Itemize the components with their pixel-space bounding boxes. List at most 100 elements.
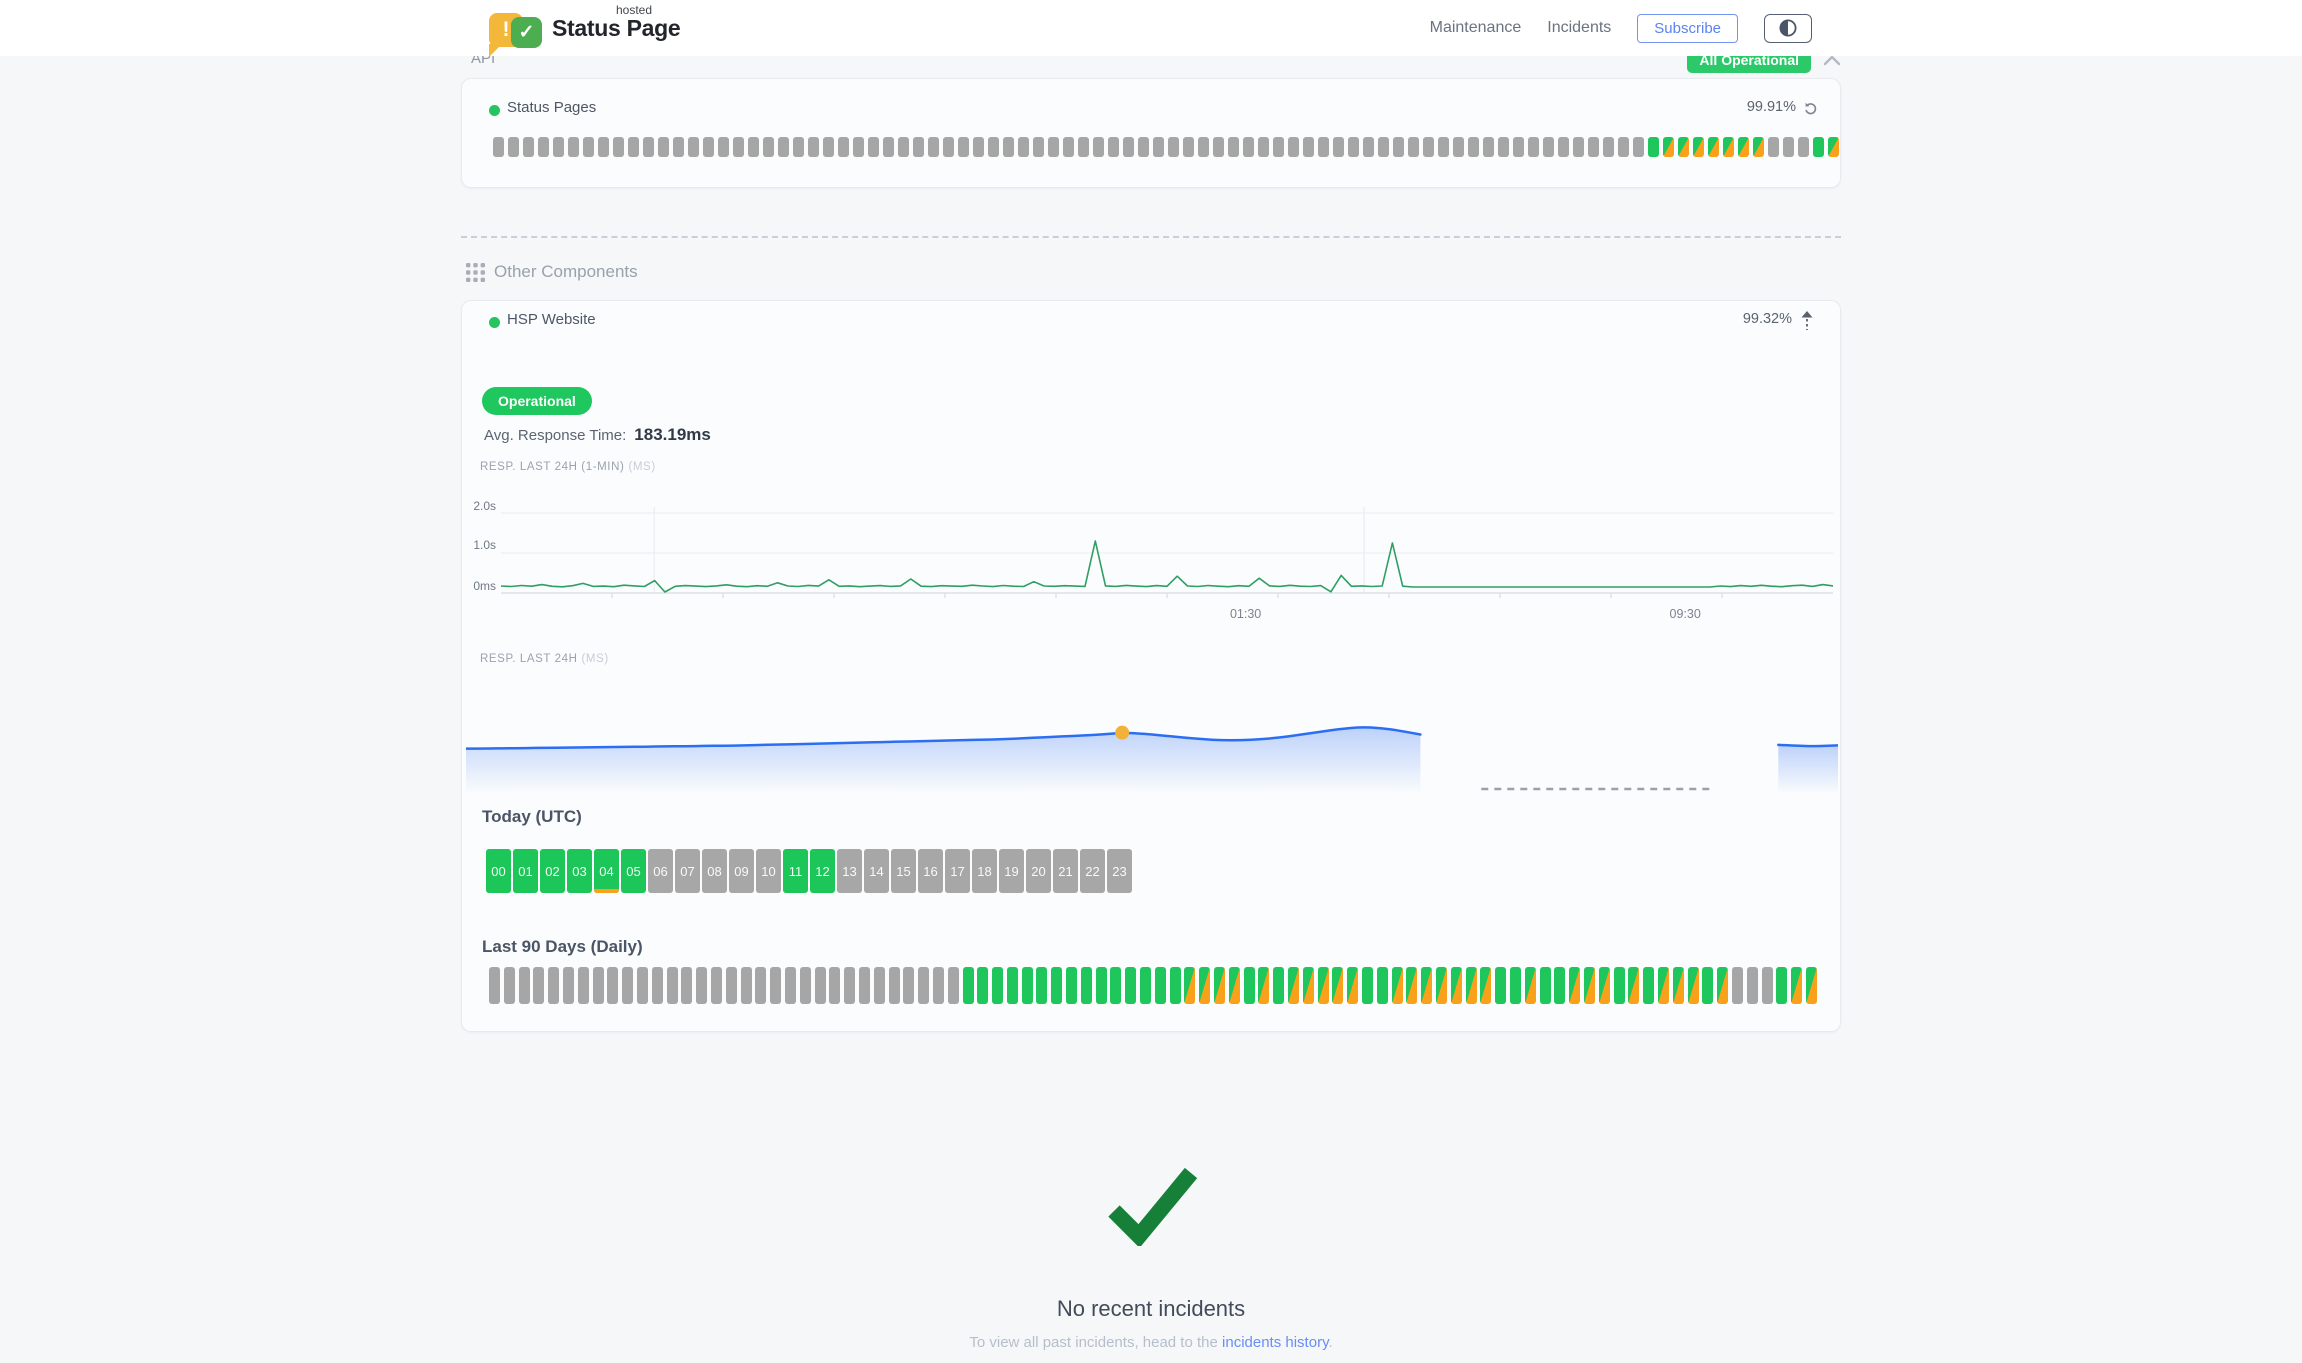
hour-block-05[interactable]: 05 — [621, 849, 646, 893]
uptime-bar-no-data[interactable] — [1273, 137, 1284, 157]
incidents-history-link[interactable]: incidents history — [1222, 1334, 1329, 1351]
hour-block-17[interactable]: 17 — [945, 849, 970, 893]
uptime-bar-no-data[interactable] — [793, 137, 804, 157]
uptime-bar-no-data[interactable] — [658, 137, 669, 157]
uptime-bar-no-data[interactable] — [784, 967, 796, 1004]
uptime-bar-no-data[interactable] — [1303, 137, 1314, 157]
uptime-bar-operational[interactable] — [1554, 967, 1566, 1004]
uptime-bar-no-data[interactable] — [1093, 137, 1104, 157]
uptime-bar-operational[interactable] — [1539, 967, 1551, 1004]
uptime-bar-no-data[interactable] — [1213, 137, 1224, 157]
uptime-bar-degraded[interactable] — [1302, 967, 1314, 1004]
uptime-bar-degraded[interactable] — [1687, 967, 1699, 1004]
uptime-bar-no-data[interactable] — [1483, 137, 1494, 157]
uptime-bar-no-data[interactable] — [947, 967, 959, 1004]
hour-block-19[interactable]: 19 — [999, 849, 1024, 893]
hour-block-09[interactable]: 09 — [729, 849, 754, 893]
uptime-bar-no-data[interactable] — [628, 137, 639, 157]
hour-block-08[interactable]: 08 — [702, 849, 727, 893]
hour-block-15[interactable]: 15 — [891, 849, 916, 893]
uptime-bar-no-data[interactable] — [1258, 137, 1269, 157]
uptime-bar-no-data[interactable] — [808, 137, 819, 157]
uptime-bar-no-data[interactable] — [592, 967, 604, 1004]
uptime-bar-degraded[interactable] — [1708, 137, 1719, 157]
uptime-bar-no-data[interactable] — [1618, 137, 1629, 157]
uptime-bar-no-data[interactable] — [1528, 137, 1539, 157]
uptime-bar-degraded[interactable] — [1791, 967, 1803, 1004]
uptime-bar-no-data[interactable] — [1423, 137, 1434, 157]
uptime-bar-no-data[interactable] — [740, 967, 752, 1004]
uptime-bar-no-data[interactable] — [1363, 137, 1374, 157]
uptime-bar-degraded[interactable] — [1406, 967, 1418, 1004]
uptime-bar-degraded[interactable] — [1569, 967, 1581, 1004]
uptime-bar-degraded[interactable] — [1672, 967, 1684, 1004]
uptime-bar-no-data[interactable] — [1498, 137, 1509, 157]
uptime-bar-degraded[interactable] — [1421, 967, 1433, 1004]
uptime-bar-no-data[interactable] — [823, 137, 834, 157]
hour-block-03[interactable]: 03 — [567, 849, 592, 893]
uptime-bar-degraded[interactable] — [1598, 967, 1610, 1004]
uptime-bar-no-data[interactable] — [518, 967, 530, 1004]
uptime-bar-degraded[interactable] — [1332, 967, 1344, 1004]
uptime-bar-operational[interactable] — [1006, 967, 1018, 1004]
hour-block-02[interactable]: 02 — [540, 849, 565, 893]
uptime-bar-operational[interactable] — [1051, 967, 1063, 1004]
uptime-bar-degraded[interactable] — [1663, 137, 1674, 157]
uptime-bar-degraded[interactable] — [1583, 967, 1595, 1004]
uptime-bar-degraded[interactable] — [1450, 967, 1462, 1004]
uptime-bar-no-data[interactable] — [703, 137, 714, 157]
uptime-bar-no-data[interactable] — [858, 967, 870, 1004]
uptime-bar-operational[interactable] — [1362, 967, 1374, 1004]
uptime-bar-no-data[interactable] — [673, 137, 684, 157]
uptime-bar-no-data[interactable] — [681, 967, 693, 1004]
uptime-bar-no-data[interactable] — [562, 967, 574, 1004]
uptime-bar-no-data[interactable] — [868, 137, 879, 157]
uptime-bar-no-data[interactable] — [888, 967, 900, 1004]
uptime-bar-operational[interactable] — [1066, 967, 1078, 1004]
uptime-bar-no-data[interactable] — [666, 967, 678, 1004]
uptime-bar-no-data[interactable] — [873, 967, 885, 1004]
uptime-bar-no-data[interactable] — [755, 967, 767, 1004]
uptime-bar-operational[interactable] — [1021, 967, 1033, 1004]
uptime-bar-no-data[interactable] — [1558, 137, 1569, 157]
uptime-bar-operational[interactable] — [1702, 967, 1714, 1004]
hour-block-20[interactable]: 20 — [1026, 849, 1051, 893]
uptime-bar-no-data[interactable] — [844, 967, 856, 1004]
uptime-bar-no-data[interactable] — [883, 137, 894, 157]
hour-block-07[interactable]: 07 — [675, 849, 700, 893]
uptime-bar-no-data[interactable] — [1048, 137, 1059, 157]
uptime-bar-operational[interactable] — [1243, 967, 1255, 1004]
uptime-bar-no-data[interactable] — [763, 137, 774, 157]
hour-block-10[interactable]: 10 — [756, 849, 781, 893]
uptime-bar-operational[interactable] — [1813, 137, 1824, 157]
uptime-bar-no-data[interactable] — [523, 137, 534, 157]
uptime-bar-operational[interactable] — [1376, 967, 1388, 1004]
uptime-bar-degraded[interactable] — [1317, 967, 1329, 1004]
uptime-bar-no-data[interactable] — [1348, 137, 1359, 157]
uptime-bar-no-data[interactable] — [1018, 137, 1029, 157]
uptime-bar-no-data[interactable] — [1183, 137, 1194, 157]
response-line-chart[interactable] — [501, 501, 1833, 601]
uptime-bar-no-data[interactable] — [799, 967, 811, 1004]
hour-block-12[interactable]: 12 — [810, 849, 835, 893]
uptime-bar-operational[interactable] — [1273, 967, 1285, 1004]
uptime-bar-no-data[interactable] — [508, 137, 519, 157]
uptime-bar-no-data[interactable] — [1438, 137, 1449, 157]
uptime-bar-no-data[interactable] — [988, 137, 999, 157]
uptime-bar-no-data[interactable] — [932, 967, 944, 1004]
uptime-bar-no-data[interactable] — [1078, 137, 1089, 157]
uptime-bar-no-data[interactable] — [770, 967, 782, 1004]
hour-block-21[interactable]: 21 — [1053, 849, 1078, 893]
uptime-bar-degraded[interactable] — [1828, 137, 1839, 157]
hour-block-13[interactable]: 13 — [837, 849, 862, 893]
uptime-bar-no-data[interactable] — [568, 137, 579, 157]
hour-block-16[interactable]: 16 — [918, 849, 943, 893]
uptime-bar-no-data[interactable] — [958, 137, 969, 157]
uptime-bar-no-data[interactable] — [733, 137, 744, 157]
uptime-bar-no-data[interactable] — [607, 967, 619, 1004]
uptime-bar-no-data[interactable] — [1153, 137, 1164, 157]
uptime-bar-no-data[interactable] — [814, 967, 826, 1004]
uptime-bar-no-data[interactable] — [583, 137, 594, 157]
uptime-bar-no-data[interactable] — [943, 137, 954, 157]
uptime-bar-operational[interactable] — [1643, 967, 1655, 1004]
